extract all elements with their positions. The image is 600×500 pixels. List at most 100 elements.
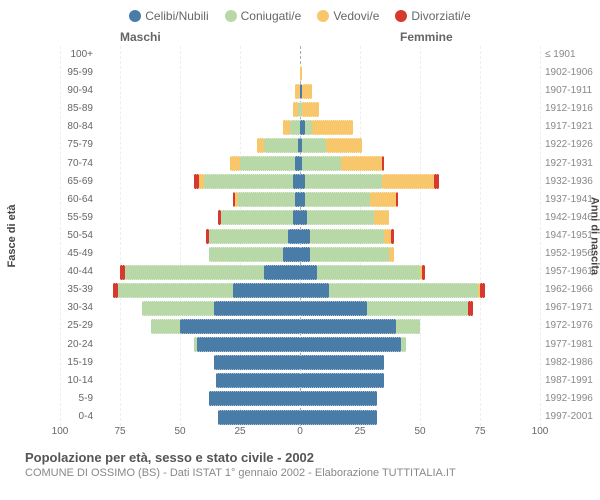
bar-segment-female — [302, 84, 312, 99]
bar-segment-male — [283, 247, 300, 262]
legend-item: Vedovi/e — [317, 8, 379, 23]
pyramid-row — [60, 299, 540, 317]
birth-label: 1952-1956 — [545, 245, 600, 263]
bar-segment-male — [214, 301, 300, 316]
bar-segment-female — [300, 355, 384, 370]
x-tick: 50 — [414, 426, 425, 437]
pyramid-row — [60, 137, 540, 155]
bar-segment-female — [367, 301, 468, 316]
bar-segment-male — [209, 247, 283, 262]
bar-segment-male — [113, 283, 118, 298]
bar-segment-female — [329, 283, 478, 298]
bar-segment-male — [218, 410, 300, 425]
x-tick: 75 — [114, 426, 125, 437]
chart-subtitle: COMUNE DI OSSIMO (BS) - Dati ISTAT 1° ge… — [25, 467, 585, 479]
bar-segment-male — [118, 283, 233, 298]
bar-segment-male — [238, 192, 296, 207]
legend: Celibi/Nubili Coniugati/e Vedovi/e Divorzia… — [0, 8, 600, 23]
y-axis-birth: ≤ 19011902-19061907-19111912-19161917-19… — [545, 46, 600, 426]
bar-segment-female — [300, 337, 401, 352]
bar-segment-male — [120, 265, 125, 280]
birth-label: 1987-1991 — [545, 372, 600, 390]
pyramid-row — [60, 46, 540, 64]
bar-segment-male — [194, 337, 196, 352]
bar-segment-female — [391, 229, 393, 244]
bar-segment-female — [341, 156, 382, 171]
bar-segment-male — [218, 210, 220, 225]
pyramid-row — [60, 155, 540, 173]
pyramid-row — [60, 118, 540, 136]
bar-segment-female — [300, 210, 307, 225]
pyramid-row — [60, 227, 540, 245]
bar-segment-male — [204, 174, 293, 189]
bar-segment-male — [142, 301, 214, 316]
x-tick: 75 — [474, 426, 485, 437]
header-male: Maschi — [120, 30, 161, 44]
bar-segment-female — [389, 247, 394, 262]
legend-item: Coniugati/e — [225, 8, 302, 23]
bar-segment-male — [288, 229, 300, 244]
bar-segment-female — [302, 156, 340, 171]
bar-segment-male — [264, 138, 298, 153]
bar-segment-female — [302, 138, 326, 153]
pyramid-row — [60, 354, 540, 372]
bar-segment-male — [290, 120, 300, 135]
axis-title-age: Fasce di età — [6, 205, 18, 268]
x-tick: 25 — [234, 426, 245, 437]
bar-segment-female — [310, 229, 384, 244]
bar-segment-male — [293, 102, 298, 117]
bar-segment-female — [300, 410, 377, 425]
pyramid-row — [60, 245, 540, 263]
bar-segment-male — [151, 319, 180, 334]
x-tick: 0 — [297, 426, 303, 437]
header-female: Femmine — [400, 30, 453, 44]
bar-segment-male — [194, 174, 199, 189]
bar-segment-female — [326, 138, 362, 153]
bar-segment-male — [293, 174, 300, 189]
bar-segment-female — [317, 265, 420, 280]
bar-segment-female — [300, 391, 377, 406]
bar-segment-male — [221, 210, 293, 225]
bar-segment-female — [480, 283, 485, 298]
bar-segment-female — [300, 229, 310, 244]
bar-segment-male — [206, 229, 208, 244]
pyramid-row — [60, 263, 540, 281]
pyramid-row — [60, 336, 540, 354]
birth-label: 1982-1986 — [545, 354, 600, 372]
population-pyramid: Celibi/Nubili Coniugati/e Vedovi/e Divorzia… — [0, 0, 600, 500]
bar-segment-male — [257, 138, 264, 153]
birth-label: ≤ 1901 — [545, 46, 600, 64]
birth-label: 1927-1931 — [545, 155, 600, 173]
bar-segment-female — [382, 156, 384, 171]
bar-segment-male — [240, 156, 295, 171]
bar-segment-male — [209, 229, 288, 244]
legend-swatch — [225, 10, 237, 22]
birth-label: 1947-1951 — [545, 227, 600, 245]
birth-label: 1977-1981 — [545, 336, 600, 354]
pyramid-row — [60, 318, 540, 336]
legend-item: Divorziati/e — [395, 8, 470, 23]
pyramid-row — [60, 82, 540, 100]
legend-label: Coniugati/e — [241, 9, 302, 23]
bar-segment-male — [233, 283, 300, 298]
bar-segment-female — [300, 373, 384, 388]
bar-segment-male — [199, 174, 204, 189]
bar-segment-male — [230, 156, 240, 171]
birth-label: 1932-1936 — [545, 173, 600, 191]
bar-segment-male — [233, 192, 235, 207]
bar-segment-female — [396, 319, 420, 334]
legend-swatch — [395, 10, 407, 22]
bar-segment-male — [293, 210, 300, 225]
pyramid-row — [60, 100, 540, 118]
pyramid-row — [60, 209, 540, 227]
birth-label: 1917-1921 — [545, 118, 600, 136]
pyramid-row — [60, 281, 540, 299]
bar-segment-male — [235, 192, 237, 207]
bar-segment-male — [216, 373, 300, 388]
birth-label: 1937-1941 — [545, 191, 600, 209]
pyramid-row — [60, 64, 540, 82]
footer: Popolazione per età, sesso e stato civil… — [25, 450, 585, 479]
pyramid-row — [60, 408, 540, 426]
bar-segment-female — [384, 229, 391, 244]
legend-label: Celibi/Nubili — [145, 9, 208, 23]
